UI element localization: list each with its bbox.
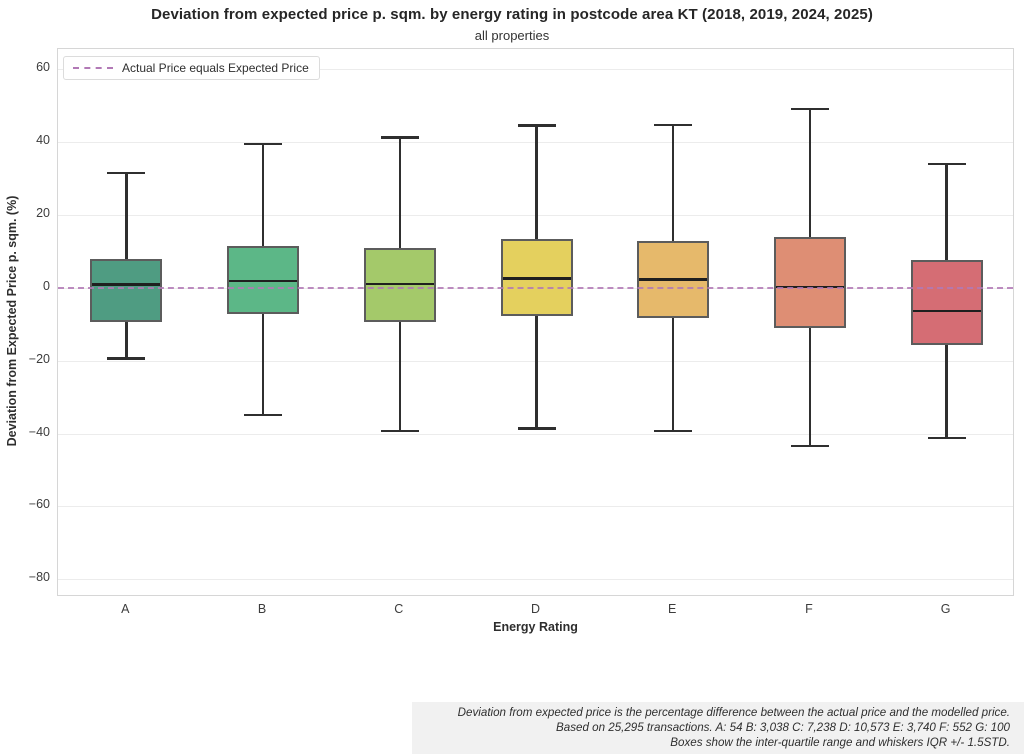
y-tick-label: 60 — [36, 60, 50, 75]
box-B — [227, 245, 300, 314]
whisker-cap-lower-A — [107, 357, 146, 360]
whisker-lower-B — [261, 313, 265, 415]
dashed-line-icon — [73, 67, 113, 69]
whisker-cap-lower-E — [654, 429, 693, 433]
y-tick-label: −20 — [28, 351, 50, 366]
whisker-cap-upper-D — [517, 124, 556, 127]
whisker-cap-upper-A — [107, 171, 146, 175]
whisker-cap-upper-G — [927, 162, 966, 166]
gridline — [58, 506, 1013, 508]
x-tick-label-G: G — [940, 602, 951, 616]
whisker-upper-A — [125, 172, 128, 260]
median-D — [502, 277, 571, 280]
whisker-cap-upper-C — [380, 136, 419, 139]
whisker-lower-G — [945, 345, 948, 438]
box-F — [773, 237, 846, 329]
whisker-upper-E — [671, 124, 675, 241]
gridline — [58, 579, 1013, 581]
x-tick-label-E: E — [668, 602, 677, 616]
whisker-cap-upper-E — [654, 123, 693, 127]
y-tick-label: −40 — [28, 424, 50, 439]
zero-reference-line — [58, 286, 1013, 289]
y-tick-label: 0 — [43, 278, 50, 293]
whisker-upper-F — [808, 108, 812, 238]
whisker-upper-C — [398, 137, 402, 248]
footnote-line: Deviation from expected price is the per… — [457, 706, 1010, 719]
x-tick-label-B: B — [257, 602, 267, 616]
whisker-cap-lower-D — [517, 427, 556, 430]
whisker-upper-B — [261, 143, 265, 246]
whisker-lower-D — [535, 315, 538, 429]
whisker-upper-D — [535, 125, 538, 240]
whisker-cap-upper-B — [244, 142, 283, 146]
x-tick-label-C: C — [394, 602, 404, 616]
y-tick-label: 20 — [36, 206, 50, 221]
x-tick-label-F: F — [805, 602, 813, 616]
box-G — [910, 259, 983, 346]
footnote-line: Boxes show the inter-quartile range and … — [670, 735, 1010, 749]
x-tick-label-D: D — [530, 602, 540, 616]
chart-title: Deviation from expected price p. sqm. by… — [151, 6, 873, 23]
whisker-cap-upper-F — [790, 107, 829, 111]
whisker-lower-F — [808, 328, 812, 446]
whisker-upper-G — [945, 163, 948, 260]
median-E — [639, 278, 708, 281]
footnote-line: Based on 25,295 transactions. A: 54 B: 3… — [556, 720, 1010, 734]
median-B — [229, 279, 298, 283]
x-axis-label: Energy Rating — [493, 620, 578, 634]
whisker-lower-C — [398, 321, 402, 431]
median-G — [912, 309, 981, 313]
legend-label: Actual Price equals Expected Price — [122, 61, 309, 75]
x-tick-label-A: A — [121, 602, 130, 616]
legend: Actual Price equals Expected Price — [63, 56, 320, 80]
whisker-cap-lower-B — [244, 413, 283, 417]
whisker-lower-E — [671, 317, 675, 431]
median-A — [92, 283, 161, 286]
median-C — [365, 282, 434, 286]
gridline — [58, 69, 1013, 71]
footnote: Deviation from expected price is the per… — [412, 702, 1024, 754]
y-tick-label: −80 — [28, 570, 50, 585]
chart-subtitle: all properties — [474, 28, 550, 43]
whisker-cap-lower-C — [380, 429, 419, 433]
plot-area: Actual Price equals Expected Price — [57, 48, 1014, 596]
whisker-cap-lower-G — [927, 436, 966, 440]
box-A — [90, 259, 163, 323]
y-tick-label: 40 — [36, 133, 50, 148]
gridline — [58, 433, 1013, 435]
whisker-lower-A — [125, 322, 128, 359]
y-tick-label: −60 — [28, 497, 50, 512]
whisker-cap-lower-F — [790, 444, 829, 448]
